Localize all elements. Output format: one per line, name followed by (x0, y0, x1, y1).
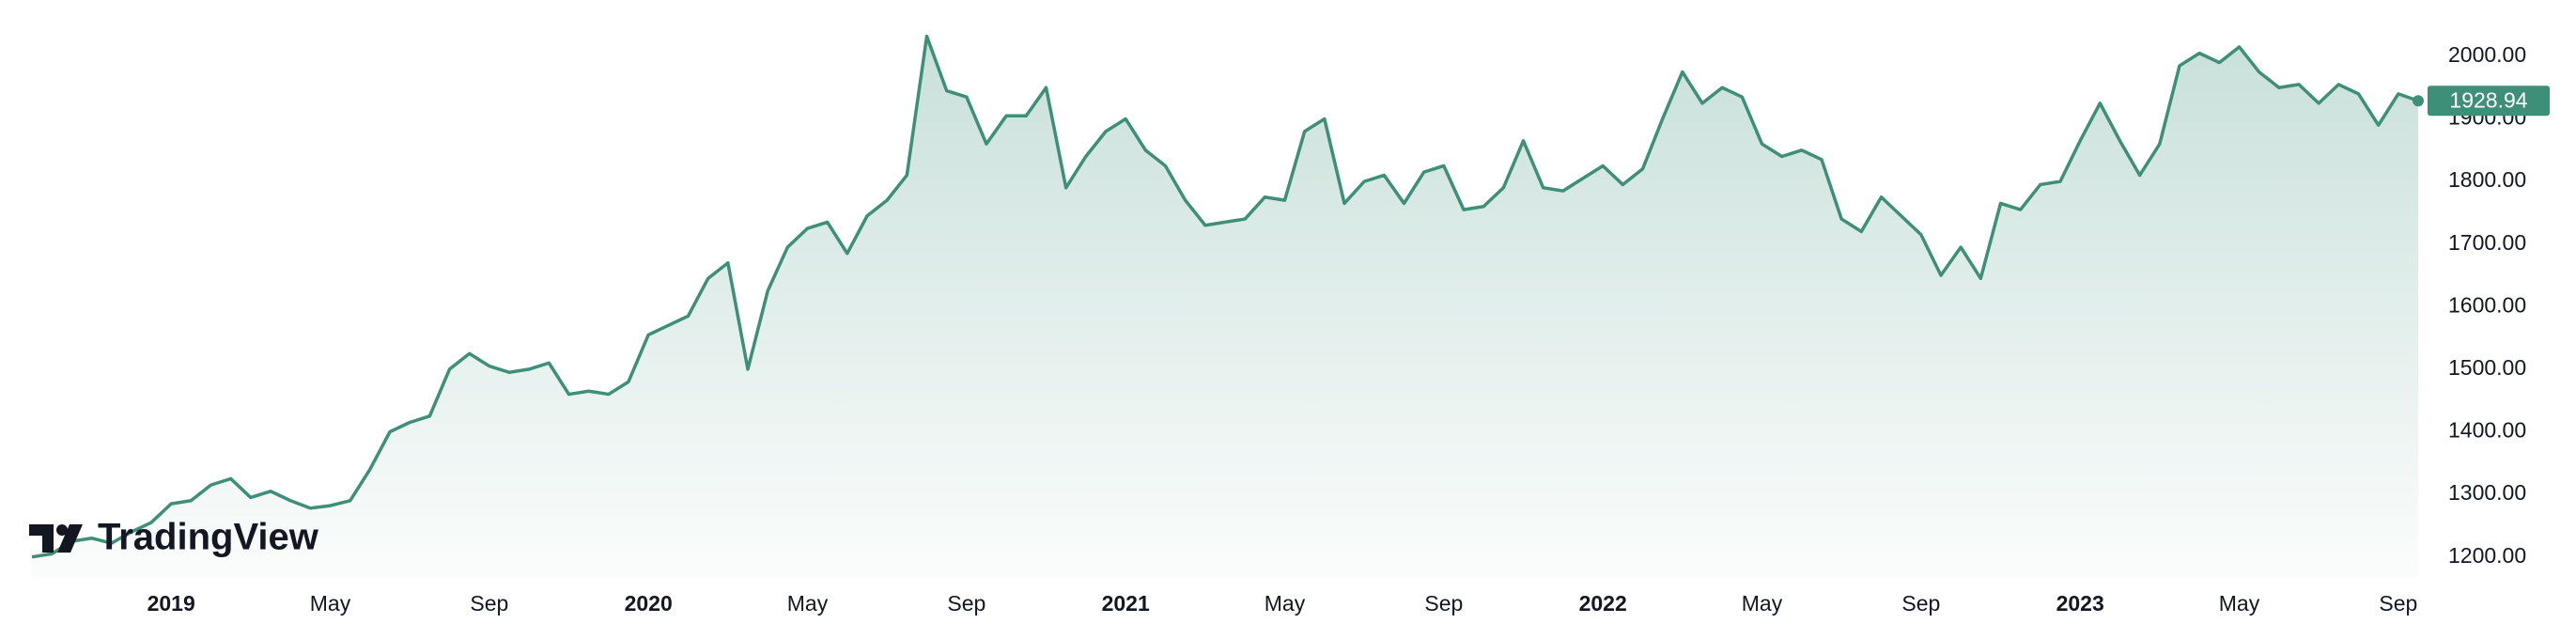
y-tick-label: 1300.00 (2448, 480, 2526, 505)
plot-area (31, 34, 2426, 580)
logo-icon (56, 524, 68, 536)
last-price-label: 1928.94 (2449, 87, 2527, 112)
watermark-text: TradingView (98, 517, 319, 558)
x-tick-label: May (787, 591, 829, 616)
x-tick-label: Sep (1424, 591, 1463, 616)
x-tick-label: May (2219, 591, 2260, 616)
x-tick-label: 2022 (1579, 591, 1627, 616)
y-tick-label: 1700.00 (2448, 230, 2526, 255)
y-tick-label: 1800.00 (2448, 167, 2526, 192)
x-tick-label: 2020 (625, 591, 673, 616)
logo-icon (57, 524, 83, 553)
logo-icon (29, 524, 54, 553)
x-tick-label: 2019 (147, 591, 195, 616)
watermark: TradingView (29, 517, 319, 558)
x-tick-label: Sep (470, 591, 508, 616)
last-price-tag (2428, 86, 2550, 117)
y-tick-label: 1200.00 (2448, 543, 2526, 568)
y-tick-label: 1400.00 (2448, 418, 2526, 443)
price-line (31, 34, 2419, 559)
x-tick-label: Sep (947, 591, 985, 616)
area-fill (32, 36, 2418, 580)
y-tick-label: 2000.00 (2448, 42, 2526, 67)
x-tick-label: Sep (2379, 591, 2417, 616)
y-tick-label: 1500.00 (2448, 355, 2526, 380)
x-tick-label: May (1742, 591, 1783, 616)
last-point (2413, 95, 2424, 107)
x-tick-label: May (1265, 591, 1306, 616)
y-tick-label: 1600.00 (2448, 292, 2526, 317)
x-tick-label: Sep (1901, 591, 1940, 616)
x-tick-label: May (310, 591, 351, 616)
x-tick-label: 2021 (1102, 591, 1150, 616)
x-tick-label: 2023 (2056, 591, 2104, 616)
